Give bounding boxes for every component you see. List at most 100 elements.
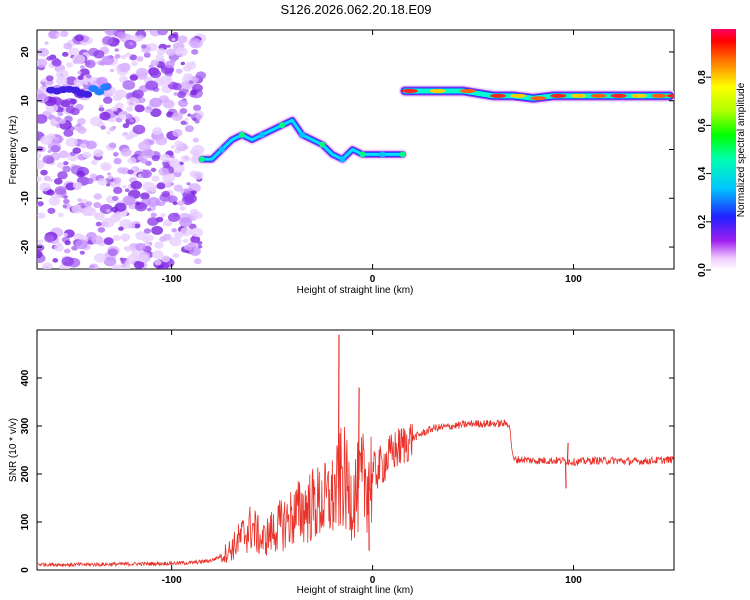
noise-blob <box>150 108 162 117</box>
noise-blob <box>62 165 71 173</box>
noise-blob <box>104 165 109 169</box>
noise-blob <box>53 137 60 142</box>
noise-blob <box>112 234 121 242</box>
noise-blob <box>180 155 191 163</box>
noise-blob <box>167 222 172 226</box>
colorbar-label: Normalized spectral amplitude <box>736 82 747 217</box>
noise-blob <box>142 237 149 243</box>
colorbar-tick-label: 0.8 <box>697 70 708 84</box>
noise-blob <box>187 113 192 117</box>
noise-blob <box>175 68 183 74</box>
noise-blob <box>95 221 102 227</box>
noise-blob <box>59 30 69 38</box>
noise-blob <box>40 169 48 176</box>
noise-blob <box>41 78 47 83</box>
noise-blob <box>79 68 90 77</box>
noise-blob <box>129 54 138 61</box>
noise-blob <box>76 123 82 127</box>
noise-blob <box>99 104 104 108</box>
noise-blob <box>94 88 105 96</box>
noise-blob <box>98 107 105 112</box>
noise-blob <box>79 250 85 255</box>
noise-blob <box>117 167 126 174</box>
noise-blob <box>131 89 144 99</box>
noise-blob <box>189 246 201 256</box>
noise-blob <box>140 169 152 179</box>
noise-blob <box>72 181 83 189</box>
noise-blob <box>74 34 84 42</box>
noise-blob <box>192 171 204 180</box>
noise-blob <box>136 56 144 62</box>
noise-blob <box>170 145 176 149</box>
noise-blob <box>86 74 92 79</box>
noise-blob <box>156 182 166 190</box>
noise-blob <box>37 93 49 104</box>
noise-blob <box>121 132 128 137</box>
snr-x-axis-label: Height of straight line (km) <box>297 585 414 596</box>
noise-blob <box>183 188 190 194</box>
track-hotspot <box>399 151 406 158</box>
noise-blob <box>144 51 151 57</box>
noise-blob <box>37 239 44 244</box>
noise-blob <box>166 48 176 56</box>
noise-blob <box>188 183 201 193</box>
noise-blob <box>184 193 197 204</box>
colorbar-tick-label: 0.4 <box>697 166 708 180</box>
track-hotspot <box>359 151 366 158</box>
track-hotspot <box>429 88 446 93</box>
noise-blob <box>172 252 180 259</box>
noise-blob <box>111 264 123 269</box>
noise-blob <box>46 189 55 196</box>
noise-blob <box>189 40 200 49</box>
snr-y-ticks: 0 100 200 300 400 <box>20 369 674 573</box>
noise-blob <box>160 213 166 218</box>
noise-blob <box>58 150 69 159</box>
noise-blob <box>179 205 186 211</box>
noise-blob <box>113 214 122 221</box>
noise-blob <box>37 58 48 68</box>
noise-blob <box>56 124 61 128</box>
noise-blob <box>77 198 83 202</box>
track-hotspot <box>198 156 205 163</box>
noise-blob <box>47 207 56 214</box>
noise-blob <box>79 143 87 149</box>
noise-blob <box>112 177 122 184</box>
x-tick-label: 0 <box>370 274 376 285</box>
noise-blob <box>101 217 115 228</box>
noise-blob <box>37 176 42 182</box>
noise-blob <box>63 198 70 204</box>
noise-blob <box>140 192 150 200</box>
noise-blob <box>168 33 179 43</box>
noise-blob <box>192 104 202 112</box>
noise-blob <box>48 30 60 39</box>
noise-blob <box>93 193 102 200</box>
noise-blob <box>170 182 175 186</box>
noise-blob <box>145 80 159 91</box>
x-tick-label: -100 <box>162 274 182 285</box>
noise-blob <box>169 236 182 247</box>
noise-blob <box>156 48 166 56</box>
noise-blob <box>193 258 202 265</box>
spectrogram-track <box>196 84 674 165</box>
noise-blob <box>151 175 160 182</box>
noise-blob <box>191 49 199 55</box>
noise-blob <box>180 120 187 126</box>
track-hotspot <box>666 93 674 98</box>
noise-blob <box>37 114 48 124</box>
noise-blob <box>61 51 69 57</box>
noise-blob <box>155 136 168 146</box>
noise-blob <box>182 238 189 244</box>
noise-blob <box>71 204 84 214</box>
noise-blob <box>93 149 104 158</box>
noise-blob <box>37 212 46 219</box>
noise-blob <box>158 167 170 176</box>
noise-blob <box>90 159 98 166</box>
noise-blob <box>171 228 178 233</box>
noise-blob <box>141 148 155 159</box>
noise-blob <box>81 207 94 217</box>
noise-blob <box>126 133 135 140</box>
noise-blob <box>184 117 189 122</box>
noise-blob <box>107 248 118 257</box>
noise-blob <box>140 44 147 49</box>
noise-blob <box>129 74 138 81</box>
